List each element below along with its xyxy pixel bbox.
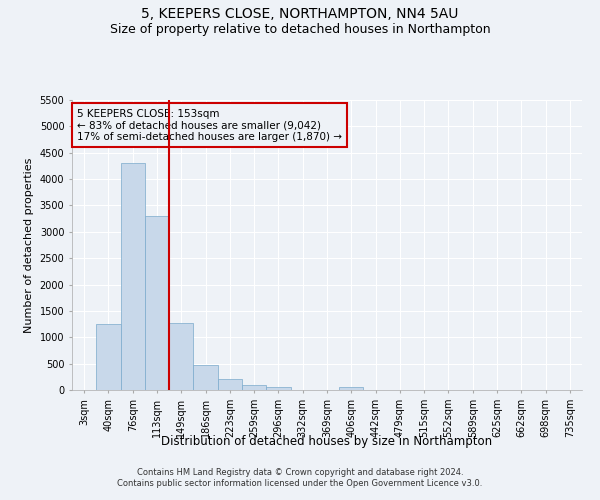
Text: Contains HM Land Registry data © Crown copyright and database right 2024.
Contai: Contains HM Land Registry data © Crown c… [118,468,482,487]
Bar [193,364,218,390]
Bar [169,323,193,390]
Text: Size of property relative to detached houses in Northampton: Size of property relative to detached ho… [110,22,490,36]
Y-axis label: Number of detached properties: Number of detached properties [24,158,34,332]
Text: 5 KEEPERS CLOSE: 153sqm
← 83% of detached houses are smaller (9,042)
17% of semi: 5 KEEPERS CLOSE: 153sqm ← 83% of detache… [77,108,342,142]
Text: 5, KEEPERS CLOSE, NORTHAMPTON, NN4 5AU: 5, KEEPERS CLOSE, NORTHAMPTON, NN4 5AU [142,8,458,22]
Bar [218,379,242,390]
Bar [339,387,364,390]
Bar [145,216,169,390]
Bar [242,386,266,390]
Bar [96,324,121,390]
Bar [121,164,145,390]
Text: Distribution of detached houses by size in Northampton: Distribution of detached houses by size … [161,435,493,448]
Bar [266,388,290,390]
